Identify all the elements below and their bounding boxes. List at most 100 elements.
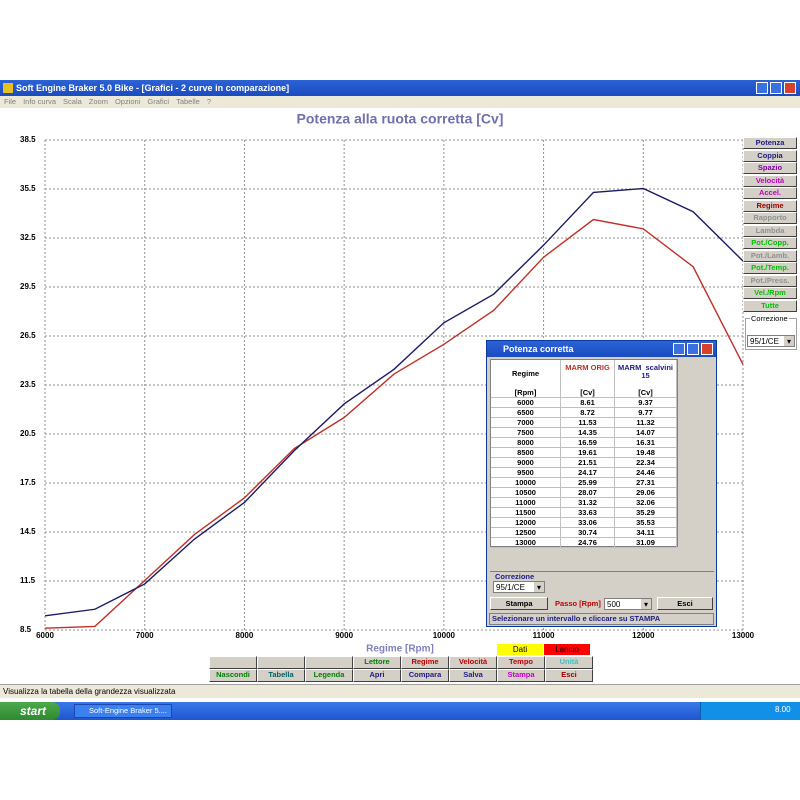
- correzione-label: Correzione: [750, 314, 789, 323]
- value-cell: 31.32: [561, 498, 615, 508]
- side-button[interactable]: Regime: [743, 199, 797, 212]
- button[interactable]: Compara: [401, 669, 449, 682]
- side-button[interactable]: Rapporto: [743, 212, 797, 224]
- menu-item[interactable]: Tabelle: [176, 97, 200, 106]
- value-cell: 11.32: [615, 418, 677, 428]
- value-cell: 32.06: [615, 498, 677, 508]
- dialog-correzione-select[interactable]: 95/1/CE: [493, 581, 545, 593]
- y-tick-label: 8.5: [20, 625, 32, 634]
- button[interactable]: Nascondi: [209, 669, 257, 682]
- minimize-button[interactable]: [756, 82, 768, 94]
- flag: Lancio: [544, 644, 590, 655]
- flag: Dati: [497, 644, 543, 655]
- dialog-hint: Selezionare un intervallo e cliccare su …: [489, 613, 714, 625]
- side-button[interactable]: Pot./Temp.: [743, 262, 797, 274]
- button[interactable]: Salva: [449, 669, 497, 682]
- button[interactable]: [257, 656, 305, 669]
- x-tick-label: 9000: [335, 631, 353, 640]
- side-button[interactable]: Lambda: [743, 224, 797, 237]
- y-tick-label: 14.5: [20, 527, 36, 536]
- title-bar: Soft Engine Braker 5.0 Bike - [Grafici -…: [0, 80, 800, 96]
- rpm-cell: 13000: [491, 538, 561, 548]
- side-button[interactable]: Coppia: [743, 149, 797, 162]
- value-cell: 19.61: [561, 448, 615, 458]
- button[interactable]: Velocità: [449, 656, 497, 669]
- value-cell: 24.76: [561, 538, 615, 548]
- window-title: Soft Engine Braker 5.0 Bike - [Grafici -…: [16, 83, 290, 93]
- y-tick-label: 32.5: [20, 233, 36, 242]
- value-cell: 16.59: [561, 438, 615, 448]
- side-button[interactable]: Velocità: [743, 174, 797, 187]
- value-cell: 14.07: [615, 428, 677, 438]
- close-button[interactable]: [784, 82, 796, 94]
- side-button[interactable]: Pot./Copp.: [743, 237, 797, 249]
- correzione-box: Correzione 95/1/CE: [745, 314, 797, 350]
- rpm-cell: 8000: [491, 438, 561, 448]
- button[interactable]: [305, 656, 353, 669]
- value-cell: 9.37: [615, 398, 677, 408]
- dialog-maximize[interactable]: [687, 343, 699, 355]
- side-button[interactable]: Vel./Rpm: [743, 287, 797, 299]
- rpm-cell: 10000: [491, 478, 561, 488]
- start-button[interactable]: start: [0, 702, 60, 720]
- value-cell: 11.53: [561, 418, 615, 428]
- exit-button[interactable]: Esci: [657, 597, 713, 610]
- button[interactable]: Apri: [353, 669, 401, 682]
- chart-title: Potenza alla ruota corretta [Cv]: [297, 111, 504, 127]
- button[interactable]: [209, 656, 257, 669]
- unit-cell: [Rpm]: [491, 388, 561, 398]
- rpm-cell: 9500: [491, 468, 561, 478]
- button[interactable]: Legenda: [305, 669, 353, 682]
- header-cell: Regime: [491, 360, 561, 388]
- button[interactable]: Lettore: [353, 656, 401, 669]
- step-label: Passo [Rpm]: [555, 599, 601, 608]
- dialog-title-bar: Potenza corretta: [487, 341, 716, 357]
- button[interactable]: Tempo: [497, 656, 545, 669]
- side-button[interactable]: Accel.: [743, 187, 797, 199]
- button[interactable]: Stampa: [497, 669, 545, 682]
- menu-item[interactable]: Opzioni: [114, 97, 141, 106]
- rpm-cell: 9000: [491, 458, 561, 468]
- x-tick-label: 10000: [433, 631, 456, 640]
- menu-item[interactable]: Scala: [63, 97, 82, 106]
- task-button[interactable]: Soft-Engine Braker 5....: [74, 704, 172, 718]
- rpm-cell: 10500: [491, 488, 561, 498]
- side-button[interactable]: Potenza: [743, 137, 797, 149]
- taskbar: start Soft-Engine Braker 5.... 8.00: [0, 702, 800, 720]
- value-cell: 24.46: [615, 468, 677, 478]
- dialog-minimize[interactable]: [673, 343, 685, 355]
- value-cell: 25.99: [561, 478, 615, 488]
- button[interactable]: Esci: [545, 669, 593, 682]
- rpm-cell: 12500: [491, 528, 561, 538]
- maximize-button[interactable]: [770, 82, 782, 94]
- value-cell: 9.77: [615, 408, 677, 418]
- rpm-cell: 6500: [491, 408, 561, 418]
- value-cell: 33.63: [561, 508, 615, 518]
- value-cell: 27.31: [615, 478, 677, 488]
- side-button[interactable]: Pot./Lamb.: [743, 249, 797, 262]
- correzione-select[interactable]: 95/1/CE: [747, 335, 795, 347]
- menu-item[interactable]: File: [4, 97, 17, 106]
- print-button[interactable]: Stampa: [490, 597, 548, 610]
- button[interactable]: Tabella: [257, 669, 305, 682]
- side-button[interactable]: Tutte: [743, 299, 797, 312]
- side-button[interactable]: Pot./Press.: [743, 274, 797, 287]
- rpm-cell: 11500: [491, 508, 561, 518]
- x-tick-label: 12000: [632, 631, 655, 640]
- side-button[interactable]: Spazio: [743, 162, 797, 174]
- button[interactable]: Regime: [401, 656, 449, 669]
- menu-item[interactable]: Info curva: [23, 97, 57, 106]
- x-tick-label: 6000: [36, 631, 54, 640]
- separator: [490, 571, 714, 573]
- menu-item[interactable]: Grafici: [147, 97, 170, 106]
- step-select[interactable]: 500: [604, 598, 652, 610]
- data-table: Regime MARM ORIG MARM scalvini 15 [Rpm] [Cv]…: [490, 359, 678, 548]
- dialog-close[interactable]: [701, 343, 713, 355]
- unit-cell: [Cv]: [615, 388, 677, 398]
- button[interactable]: Unità: [545, 656, 593, 669]
- series-line: [44, 218, 744, 629]
- menu-item[interactable]: Zoom: [88, 97, 108, 106]
- rpm-cell: 7500: [491, 428, 561, 438]
- value-cell: 16.31: [615, 438, 677, 448]
- menu-item[interactable]: ?: [206, 97, 212, 106]
